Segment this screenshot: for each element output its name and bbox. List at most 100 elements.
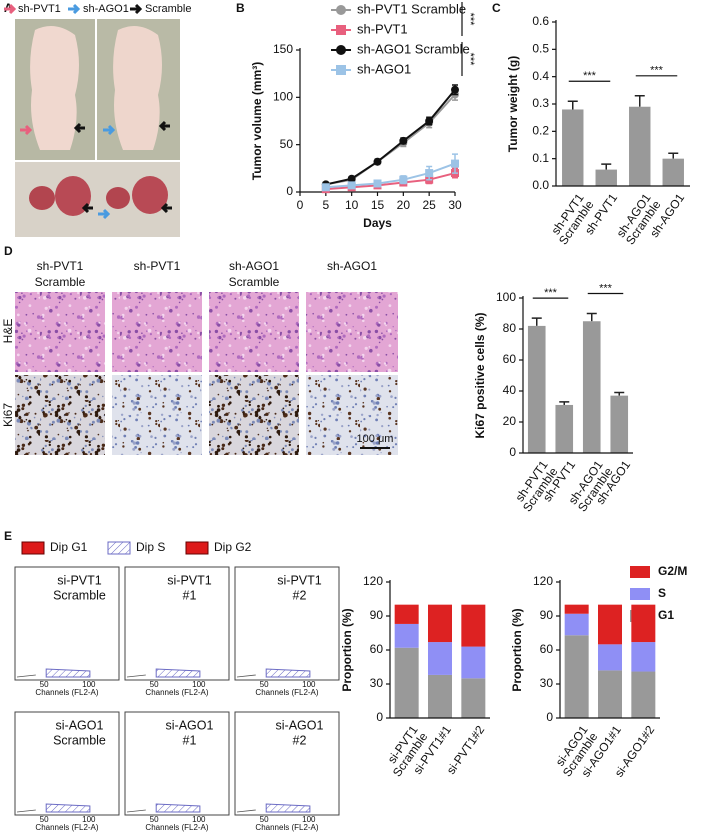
legend-label: Scramble xyxy=(145,3,191,15)
histogram-outline xyxy=(16,809,36,813)
x-tick-label: 50 xyxy=(40,680,49,689)
histogram-frame xyxy=(14,566,120,681)
histogram-frame xyxy=(234,566,340,681)
error-bar xyxy=(614,391,625,396)
x-axis-label: Channels (FL2-A) xyxy=(145,823,208,832)
x-tick-label: 20 xyxy=(397,198,411,212)
legend-label: sh-AGO1 xyxy=(83,3,129,15)
histogram-s-phase xyxy=(45,803,91,813)
mouse xyxy=(30,26,79,150)
y-tick-label: 60 xyxy=(503,352,517,366)
bar xyxy=(662,158,684,186)
arrow-icon xyxy=(160,202,172,214)
mouse xyxy=(113,26,162,150)
marker xyxy=(399,136,408,145)
x-tick-label: 5 xyxy=(322,198,329,212)
bar-segment xyxy=(461,646,486,679)
histogram-frame xyxy=(124,711,230,816)
x-axis-label: Days xyxy=(363,216,392,230)
x-tick-label: 50 xyxy=(40,815,49,824)
x-tick-label: 0 xyxy=(297,198,304,212)
bar-segment xyxy=(631,642,656,672)
y-tick-label: 90 xyxy=(370,608,384,622)
arrow-icon xyxy=(103,124,116,136)
significance-label: *** xyxy=(464,13,476,27)
error-bar xyxy=(531,317,542,326)
marker xyxy=(451,85,459,94)
x-axis-label: Channels (FL2-A) xyxy=(255,823,318,832)
legend-marker xyxy=(336,25,346,35)
micrograph xyxy=(15,292,105,372)
x-tick-label: 50 xyxy=(260,680,269,689)
y-tick-label: 0.1 xyxy=(532,151,549,165)
legend-label: S xyxy=(658,586,666,600)
bar-segment xyxy=(394,604,419,624)
legend-label: sh-AGO1 Scramble xyxy=(357,41,470,56)
x-axis-label: Channels (FL2-A) xyxy=(145,688,208,697)
legend-label: sh-PVT1 xyxy=(18,3,61,15)
column-label: sh-AGO1 xyxy=(229,259,279,273)
scale-bar-label: 100 μm xyxy=(357,433,394,445)
bar xyxy=(527,325,546,453)
y-axis-label: Proportion (%) xyxy=(510,608,524,691)
legend-marker xyxy=(336,45,346,55)
tumor xyxy=(29,186,55,210)
y-tick-label: 120 xyxy=(533,574,553,588)
series-line xyxy=(325,172,456,191)
bar-segment xyxy=(461,604,486,647)
y-tick-label: 0.2 xyxy=(532,124,549,138)
y-tick-label: 90 xyxy=(540,608,554,622)
arrow-icon xyxy=(73,122,85,134)
bar-segment xyxy=(428,674,452,718)
tumor xyxy=(132,176,168,214)
x-tick-label: 15 xyxy=(371,198,385,212)
y-tick-label: 0.6 xyxy=(532,14,549,28)
histogram-outline xyxy=(236,809,256,813)
x-tick-label: 50 xyxy=(150,680,159,689)
micrograph xyxy=(209,375,299,455)
marker xyxy=(373,157,382,166)
micrograph xyxy=(15,375,105,455)
x-tick-label: 100 xyxy=(192,680,206,689)
histogram-title: Scramble xyxy=(53,588,106,602)
significance-label: *** xyxy=(599,282,613,294)
y-tick-label: 120 xyxy=(363,574,383,588)
histogram-s-phase xyxy=(265,803,311,813)
marker xyxy=(425,169,434,178)
y-tick-label: 40 xyxy=(503,383,517,397)
significance-label: *** xyxy=(583,70,597,82)
legend-swatch xyxy=(21,541,45,555)
error-bar xyxy=(634,95,645,107)
error-bar xyxy=(601,163,612,170)
bar-segment xyxy=(564,613,589,636)
micrograph xyxy=(209,292,299,372)
y-tick-label: 20 xyxy=(503,414,517,428)
y-tick-label: 0 xyxy=(546,710,553,724)
x-axis-label: Channels (FL2-A) xyxy=(35,823,98,832)
y-tick-label: 0.3 xyxy=(532,96,549,110)
y-axis-label: Tumor weight (g) xyxy=(506,56,520,152)
y-axis-label: Ki67 positive cells (%) xyxy=(473,312,487,438)
panel-label: E xyxy=(4,529,12,543)
y-tick-label: 30 xyxy=(370,676,384,690)
tumor xyxy=(106,187,130,209)
bar-segment xyxy=(394,623,419,648)
bar-segment xyxy=(631,671,656,718)
bar xyxy=(610,395,629,453)
series-line xyxy=(325,89,456,186)
column-label: sh-PVT1 xyxy=(134,259,181,273)
x-tick-label: 50 xyxy=(260,815,269,824)
bar-segment xyxy=(461,678,486,718)
y-tick-label: 60 xyxy=(370,642,384,656)
y-tick-label: 150 xyxy=(273,42,293,56)
column-label: Scramble xyxy=(229,275,280,289)
marker xyxy=(425,117,434,125)
y-tick-label: 0 xyxy=(376,710,383,724)
legend-marker xyxy=(336,65,346,75)
arrow-icon xyxy=(68,3,81,15)
x-tick-label: 30 xyxy=(448,198,462,212)
panel-d-images: sh-PVT1 Scramble sh-PVT1 sh-AGO1 Scrambl… xyxy=(1,259,398,455)
x-tick-label: 100 xyxy=(82,680,96,689)
y-tick-label: 0 xyxy=(286,184,293,198)
